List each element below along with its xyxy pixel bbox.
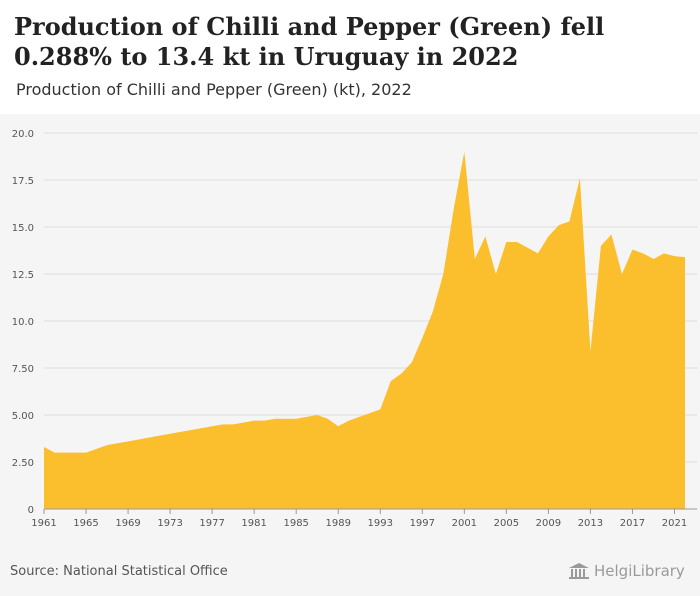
y-tick-label: 7.50	[12, 364, 34, 375]
series-area	[44, 151, 685, 510]
x-tick-label: 1973	[157, 518, 182, 529]
x-tick-label: 1965	[73, 518, 98, 529]
x-tick-label: 1985	[283, 518, 308, 529]
source-note: Source: National Statistical Office	[10, 564, 228, 579]
x-tick-label: 2021	[662, 518, 687, 529]
library-building-icon	[569, 563, 589, 579]
area-chart: 0 2.50 5.00 7.50 10.0 12.5 15.0 17.5 20.0 1961 196…	[12, 129, 697, 529]
x-tick-label: 1969	[115, 518, 140, 529]
header: Production of Chilli and Pepper (Green) …	[0, 0, 700, 114]
y-tick-label: 17.5	[12, 176, 34, 187]
y-tick-label: 10.0	[12, 317, 34, 328]
x-tick-label: 1961	[31, 518, 56, 529]
x-tick-label: 1989	[326, 518, 351, 529]
x-tick-label: 2005	[494, 518, 519, 529]
x-tick-label: 2017	[620, 518, 645, 529]
helgilibrary-logo: HelgiLibrary	[568, 562, 685, 580]
x-tick-label: 1997	[410, 518, 435, 529]
y-tick-label: 2.50	[12, 458, 34, 469]
x-tick-label: 2001	[452, 518, 477, 529]
x-tick-label: 1993	[368, 518, 393, 529]
x-tick-label: 2013	[578, 518, 603, 529]
logo-text: HelgiLibrary	[594, 562, 685, 580]
y-tick-label: 15.0	[12, 223, 34, 234]
x-tick-label: 2009	[536, 518, 561, 529]
y-tick-label: 0	[28, 505, 34, 516]
y-tick-label: 20.0	[12, 129, 34, 140]
chart-subtitle: Production of Chilli and Pepper (Green) …	[16, 80, 412, 99]
x-tick-label: 1977	[199, 518, 224, 529]
chart-title: Production of Chilli and Pepper (Green) …	[14, 12, 605, 71]
y-tick-label: 5.00	[12, 411, 34, 422]
x-tick-label: 1981	[241, 518, 266, 529]
y-tick-label: 12.5	[12, 270, 34, 281]
